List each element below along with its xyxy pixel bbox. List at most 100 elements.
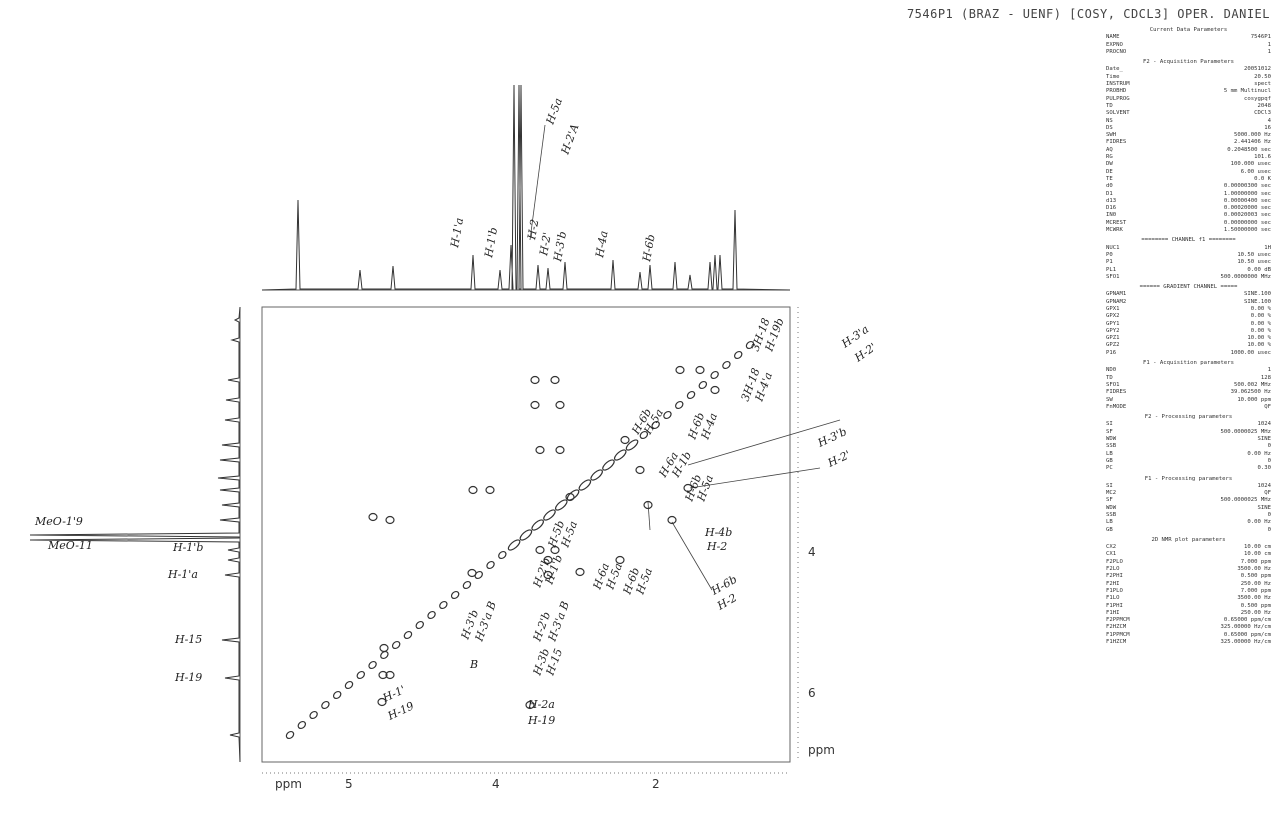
parameter-key: NAME	[1106, 34, 1119, 41]
parameter-row: NUC11H	[1106, 245, 1271, 252]
parameter-key: GPY1	[1106, 321, 1119, 328]
left-spectrum	[30, 307, 240, 762]
parameter-row: SI1024	[1106, 421, 1271, 428]
parameter-value: 0.30	[1258, 465, 1271, 472]
handwritten-label: H-6b	[640, 233, 658, 263]
parameter-key: NS	[1106, 118, 1113, 125]
parameter-row: INSTRUMspect	[1106, 81, 1271, 88]
parameter-key: GB	[1106, 527, 1113, 534]
diagonal-spot	[530, 518, 545, 532]
x-tick-label: ppm	[275, 777, 302, 791]
diagonal-spot	[415, 620, 425, 630]
diagonal-spot	[698, 380, 708, 390]
parameter-value: 7.000 ppm	[1241, 588, 1271, 595]
parameter-value: 7546P1	[1251, 34, 1271, 41]
parameter-row: F1LO3500.00 Hz	[1106, 595, 1271, 602]
parameter-row: F1HZCM325.00000 Hz/cm	[1106, 639, 1271, 646]
arrows	[530, 125, 840, 590]
cross-peak	[369, 514, 377, 521]
parameter-row: TD 128	[1106, 375, 1271, 382]
parameter-key: EXPNO	[1106, 42, 1123, 49]
diagonal-spot	[674, 400, 684, 410]
parameter-value: SINE	[1258, 436, 1271, 443]
parameter-key: PROBHD	[1106, 88, 1126, 95]
section-title: ====== GRADIENT CHANNEL =====	[1106, 284, 1271, 291]
diagonal-spot	[486, 560, 496, 570]
diagonal-spot	[297, 720, 307, 730]
parameter-key: Time	[1106, 74, 1119, 81]
parameter-key: D16	[1106, 205, 1116, 212]
section-title: ======== CHANNEL f1 ========	[1106, 237, 1271, 244]
cross-peak	[696, 367, 704, 374]
parameter-row: SWH5000.000 Hz	[1106, 132, 1271, 139]
parameter-value: 0.500 ppm	[1241, 573, 1271, 580]
parameter-value: 10.00 %	[1247, 335, 1271, 342]
parameter-value: 2048	[1258, 103, 1271, 110]
parameter-value: 39.062500 Hz	[1231, 389, 1271, 396]
parameter-key: D1	[1106, 191, 1113, 198]
parameter-value: 1	[1268, 367, 1271, 374]
parameter-value: 128	[1261, 375, 1271, 382]
parameter-value: QF	[1264, 490, 1271, 497]
parameter-value: 500.0000025 MHz	[1220, 429, 1271, 436]
parameter-key: SF	[1106, 497, 1113, 504]
parameter-value: 5000.000 Hz	[1234, 132, 1271, 139]
parameter-row: PROCNO1	[1106, 49, 1271, 56]
parameter-panel: Current Data ParametersNAME7546P1EXPNO1P…	[1106, 24, 1271, 646]
cross-peak	[556, 447, 564, 454]
parameter-key: TE	[1106, 176, 1113, 183]
parameter-key: DW	[1106, 161, 1113, 168]
handwritten-label: H-1'a	[167, 568, 198, 581]
parameter-value: 10.000 ppm	[1237, 397, 1271, 404]
parameter-key: FIDRES	[1106, 139, 1126, 146]
handwritten-label: H-3'b	[551, 230, 569, 263]
cross-peak	[711, 387, 719, 394]
parameter-key: GPZ1	[1106, 335, 1119, 342]
parameter-value: 100.000 usec	[1231, 161, 1271, 168]
diagonal-spot	[613, 448, 628, 462]
parameter-key: GPNAM1	[1106, 291, 1126, 298]
handwritten-label: H-1'b	[482, 226, 500, 259]
parameter-key: TD	[1106, 375, 1113, 382]
parameter-key: GPY2	[1106, 328, 1119, 335]
section-title: F2 - Processing parameters	[1106, 414, 1271, 421]
diagonal-spot	[332, 690, 342, 700]
handwritten-label: H-2'A	[558, 122, 581, 157]
parameter-row: P010.50 usec	[1106, 252, 1271, 259]
parameter-key: SF	[1106, 429, 1113, 436]
parameter-value: 0.65000 ppm/cm	[1224, 617, 1271, 624]
parameter-value: 1024	[1258, 483, 1271, 490]
parameter-value: 325.00000 Hz/cm	[1220, 639, 1271, 646]
parameter-value: 5 mm Multinucl	[1224, 88, 1271, 95]
parameter-key: SI	[1106, 483, 1113, 490]
cross-peak	[531, 402, 539, 409]
cross-peak	[676, 367, 684, 374]
parameter-row: AQ0.2048500 sec	[1106, 147, 1271, 154]
diagonal-spot	[721, 360, 731, 370]
parameter-value: 3500.00 Hz	[1237, 595, 1271, 602]
y-tick-label: 6	[808, 686, 816, 700]
parameter-key: WDW	[1106, 436, 1116, 443]
diagonal-spot	[320, 700, 330, 710]
parameter-value: 1000.00 usec	[1231, 350, 1271, 357]
parameter-row: CX210.00 cm	[1106, 544, 1271, 551]
parameter-value: 0.00000400 sec	[1224, 198, 1271, 205]
parameter-key: SOLVENT	[1106, 110, 1130, 117]
parameter-value: 0.00020003 sec	[1224, 212, 1271, 219]
diagonal-spot	[519, 528, 534, 542]
parameter-key: WDW	[1106, 505, 1116, 512]
x-tick-label: 2	[652, 777, 660, 791]
parameter-key: F1PPMCM	[1106, 632, 1130, 639]
parameter-key: d0	[1106, 183, 1113, 190]
parameter-key: ND0	[1106, 367, 1116, 374]
parameter-row: SOLVENTCDCl3	[1106, 110, 1271, 117]
